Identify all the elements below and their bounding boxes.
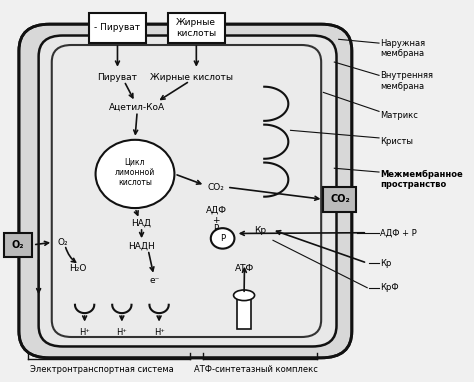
FancyBboxPatch shape — [89, 13, 146, 43]
Text: - Пируват: - Пируват — [94, 23, 140, 32]
Text: НАДН: НАДН — [128, 241, 155, 251]
FancyBboxPatch shape — [237, 297, 251, 329]
Text: Кр: Кр — [254, 226, 266, 235]
FancyBboxPatch shape — [52, 45, 321, 337]
Text: P: P — [213, 224, 219, 233]
Text: АДФ
+: АДФ + — [206, 206, 227, 225]
FancyBboxPatch shape — [4, 233, 32, 257]
Text: АТФ-синтетазный комплекс: АТФ-синтетазный комплекс — [193, 365, 318, 374]
FancyBboxPatch shape — [323, 187, 356, 212]
Circle shape — [211, 228, 235, 249]
Text: АДФ + Р: АДФ + Р — [380, 228, 417, 237]
FancyBboxPatch shape — [38, 36, 337, 346]
Text: H⁺: H⁺ — [79, 328, 90, 337]
FancyBboxPatch shape — [19, 24, 352, 358]
Text: CO₂: CO₂ — [208, 183, 225, 192]
Text: Внутренняя
мембрана: Внутренняя мембрана — [380, 71, 433, 91]
Text: H⁺: H⁺ — [154, 328, 164, 337]
Text: H₂O: H₂O — [69, 264, 87, 273]
Ellipse shape — [234, 290, 255, 301]
Text: H⁺: H⁺ — [117, 328, 128, 337]
FancyBboxPatch shape — [168, 13, 225, 43]
Text: Наружная
мембрана: Наружная мембрана — [380, 39, 426, 58]
Text: Электронтранспортная система: Электронтранспортная система — [30, 365, 174, 374]
Text: Кр: Кр — [380, 259, 392, 267]
Text: Межмембранное
пространство: Межмембранное пространство — [380, 170, 463, 189]
Text: e⁻: e⁻ — [149, 276, 160, 285]
Text: АТФ: АТФ — [235, 264, 254, 273]
Text: O₂: O₂ — [12, 240, 24, 250]
Circle shape — [96, 140, 174, 208]
Text: Р: Р — [220, 234, 225, 243]
Text: КрФ: КрФ — [380, 283, 399, 292]
Text: Цикл
лимонной
кислоты: Цикл лимонной кислоты — [115, 157, 155, 187]
Text: Жирные
кислоты: Жирные кислоты — [176, 18, 217, 38]
Text: Жирные кислоты: Жирные кислоты — [150, 73, 234, 82]
Text: Ацетил-КоА: Ацетил-КоА — [109, 103, 165, 112]
Text: Матрикс: Матрикс — [380, 111, 418, 120]
Text: НАД: НАД — [132, 219, 152, 228]
Text: CO₂: CO₂ — [330, 194, 350, 204]
Text: Кристы: Кристы — [380, 137, 413, 146]
Text: Пируват: Пируват — [98, 73, 137, 82]
Text: O₂: O₂ — [57, 238, 68, 247]
